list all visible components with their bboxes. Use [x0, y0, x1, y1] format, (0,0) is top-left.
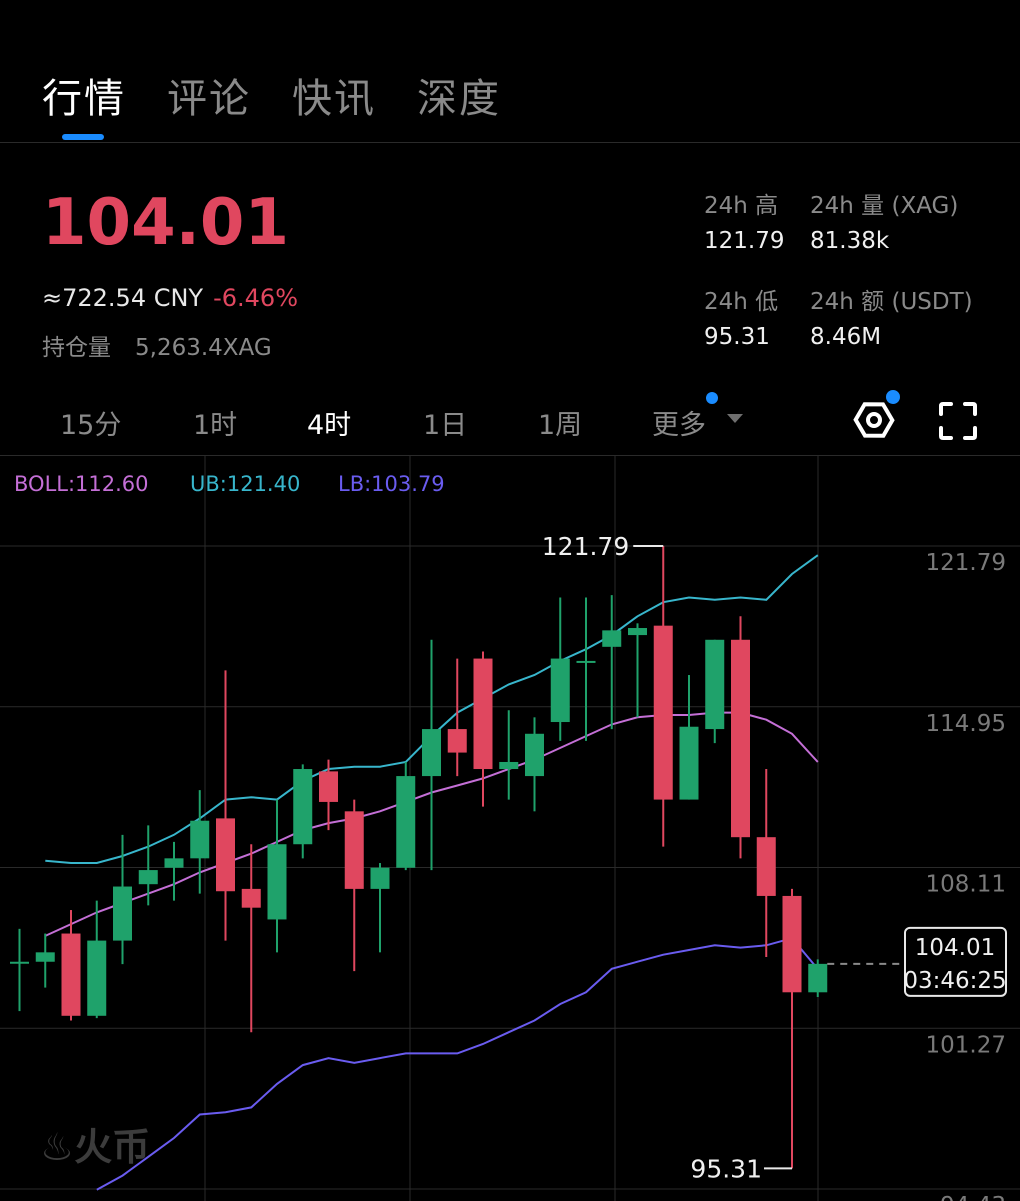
candle-body [344, 811, 364, 889]
current-price-tag [904, 926, 1007, 997]
fullscreen-icon[interactable] [938, 401, 978, 441]
stat-24h-volume: 24h 量 (XAG) 81.38k [810, 186, 958, 254]
top-tab-bar: 行情 评论 快讯 深度 [0, 0, 1020, 143]
candle-body [576, 660, 596, 663]
current-price-tag-value: 104.01 [915, 935, 995, 961]
stat-label: 24h 量 (XAG) [810, 193, 959, 219]
tab-market[interactable]: 行情 [42, 76, 126, 122]
cny-price-line: ≈722.54 CNY -6.46% [42, 284, 298, 312]
stat-24h-amount: 24h 额 (USDT) 8.46M [810, 282, 973, 350]
candle-body [241, 888, 261, 908]
y-axis-tick-label: 114.95 [926, 711, 1006, 737]
candle-body [10, 961, 29, 964]
candle-body [293, 769, 313, 845]
candle-body [499, 761, 519, 770]
candle-body [87, 940, 107, 1016]
tab-news[interactable]: 快讯 [292, 76, 376, 122]
y-axis-tick-label: 94.43 [940, 1193, 1006, 1201]
stat-label: 24h 低 [704, 289, 779, 315]
hexagon-settings-icon[interactable] [852, 398, 896, 442]
candle-body [679, 726, 699, 800]
candle-body [370, 867, 390, 889]
candle-body [756, 837, 776, 896]
stat-24h-low: 24h 低 95.31 [704, 282, 778, 350]
open-interest-line: 持仓量 5,263.4XAG [42, 328, 272, 362]
candle-body [190, 820, 210, 859]
candle-body [808, 963, 828, 993]
settings-notification-dot [886, 390, 900, 404]
candle-body [782, 895, 802, 993]
caret-down-icon[interactable] [727, 414, 743, 423]
candle-body [35, 952, 55, 962]
boll-label: BOLL:112.60 [14, 472, 149, 496]
stat-label: 24h 高 [704, 193, 779, 219]
candle-body [164, 858, 184, 868]
interval-4h[interactable]: 4时 [307, 410, 352, 441]
stat-value: 95.31 [704, 324, 770, 350]
candle-body [525, 733, 544, 777]
interval-15m[interactable]: 15分 [60, 410, 122, 441]
y-axis-tick-label: 101.27 [926, 1032, 1006, 1058]
min-price-marker: 95.31 [690, 1154, 762, 1183]
chart-svg: 121.79 114.95 108.11 101.27 94.43 121.79 95.31… [0, 456, 1020, 1201]
candle-body [705, 639, 725, 730]
cny-value: ≈722.54 CNY [42, 284, 204, 312]
y-axis-tick-label: 108.11 [926, 872, 1006, 898]
candle-body [61, 933, 81, 1016]
candle-body [602, 630, 622, 647]
interval-1h[interactable]: 1时 [193, 410, 238, 441]
tab-depth[interactable]: 深度 [417, 76, 501, 122]
candle-body [447, 729, 467, 753]
ub-label: UB:121.40 [190, 472, 301, 496]
open-interest-value: 5,263.4XAG [135, 335, 272, 361]
flame-logo-icon: ♨ [40, 1125, 75, 1169]
active-tab-indicator [62, 134, 104, 140]
change-percent: -6.46% [213, 284, 298, 312]
candle-body [628, 628, 647, 636]
candle-body [138, 870, 158, 885]
candle-body [267, 844, 287, 920]
huobi-watermark: ♨火币 [40, 1116, 150, 1171]
open-interest-label: 持仓量 [42, 335, 111, 361]
candlestick-chart-area[interactable]: BOLL:112.60 UB:121.40 LB:103.79 ♨火币 121.… [0, 455, 1020, 1201]
last-price: 104.01 [42, 186, 289, 260]
stat-value: 121.79 [704, 228, 785, 254]
y-axis-tick-label: 121.79 [926, 550, 1006, 576]
interval-bar: 15分 1时 4时 1日 1周 更多 [0, 395, 1020, 445]
watermark-text: 火币 [74, 1125, 151, 1169]
stat-value: 8.46M [810, 324, 882, 350]
candle-body [550, 658, 570, 723]
more-notification-dot [706, 392, 718, 404]
stat-label: 24h 额 (USDT) [810, 289, 973, 315]
candle-body [113, 886, 132, 941]
tab-comments[interactable]: 评论 [167, 76, 251, 122]
lb-label: LB:103.79 [338, 472, 445, 496]
candle-countdown: 03:46:25 [903, 968, 1006, 994]
candle-body [216, 818, 235, 892]
max-price-marker: 121.79 [542, 532, 629, 561]
candle-body [473, 658, 493, 770]
stat-24h-high: 24h 高 121.79 [704, 186, 784, 254]
candle-body [396, 776, 416, 868]
candle-body [653, 625, 673, 800]
interval-more[interactable]: 更多 [652, 410, 706, 441]
boll-lower-line [96, 937, 819, 1191]
candle-body [731, 639, 750, 838]
candle-body [319, 771, 338, 802]
interval-1w[interactable]: 1周 [538, 410, 583, 441]
stat-value: 81.38k [810, 228, 890, 254]
candle-body [422, 729, 441, 777]
interval-1d[interactable]: 1日 [423, 410, 468, 441]
